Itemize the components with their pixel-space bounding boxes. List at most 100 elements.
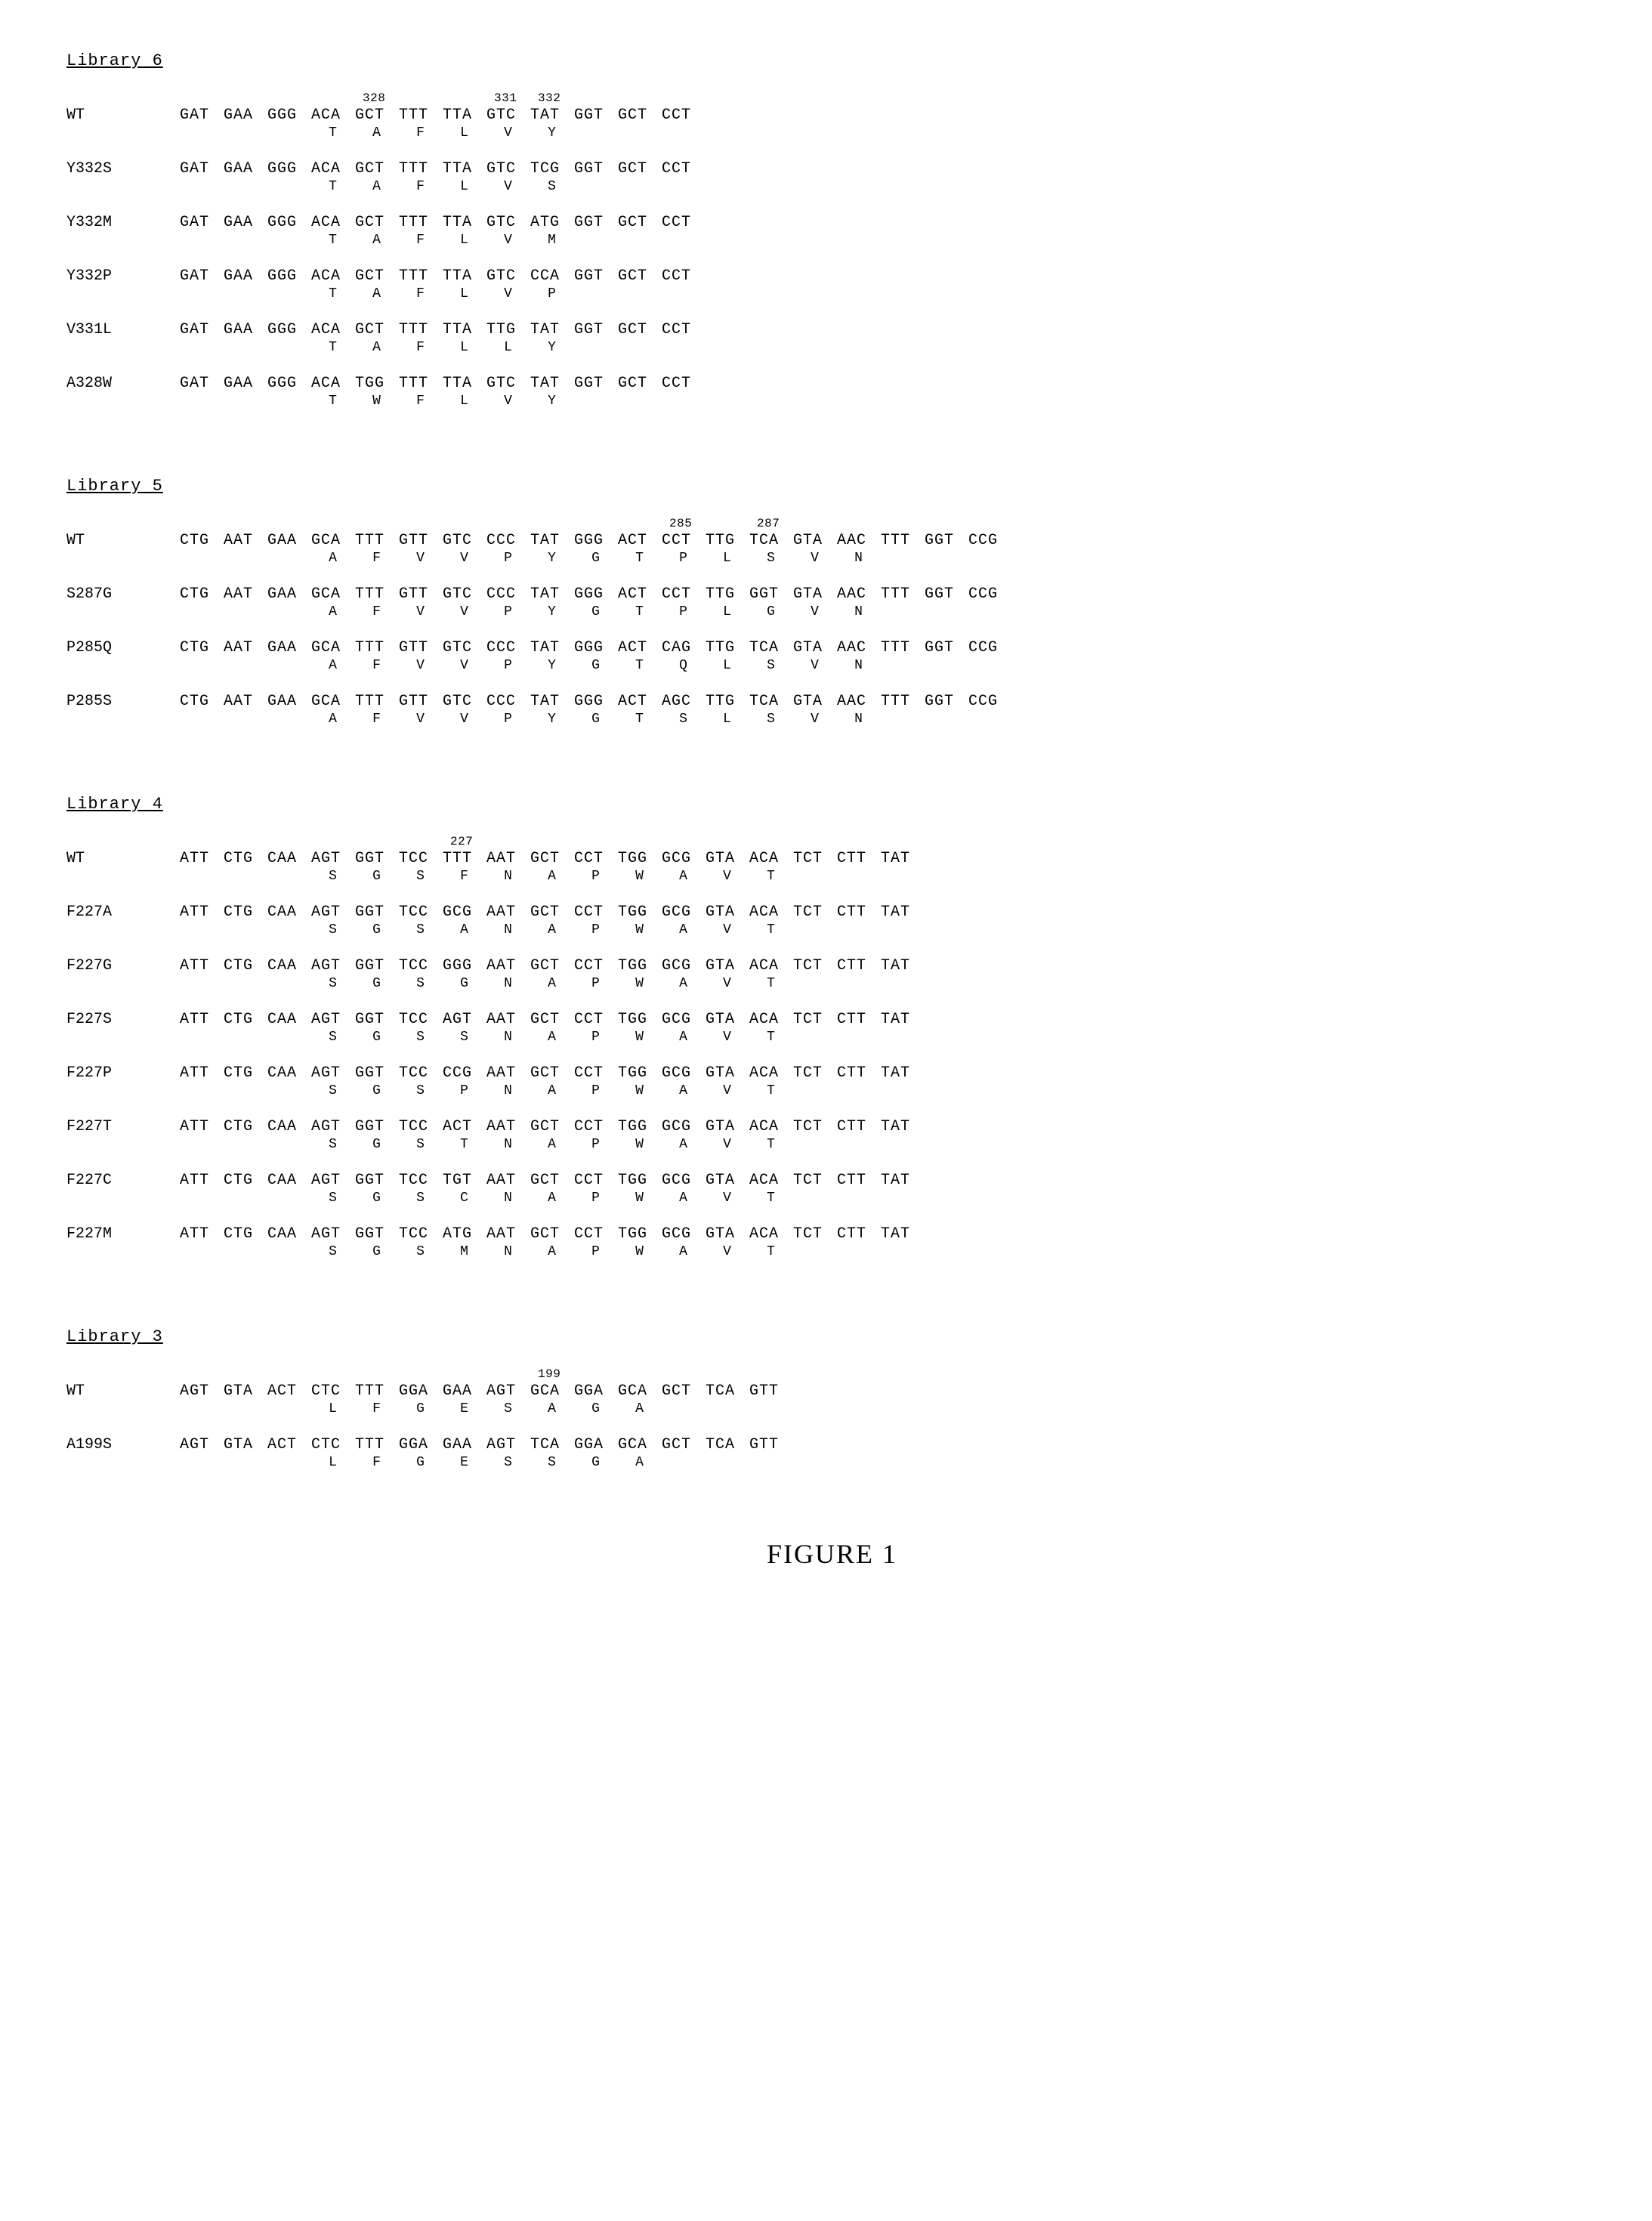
codon: GTT xyxy=(749,1436,793,1453)
codon: CAA xyxy=(267,1172,311,1189)
aminoacid: Q xyxy=(662,658,706,673)
mutation-label: P285Q xyxy=(66,624,180,656)
codon: GCA xyxy=(311,585,355,603)
codon: TCC xyxy=(399,1118,443,1135)
aminoacid-row: AFVVPYGTPLGVN xyxy=(180,604,1012,619)
codon: ATT xyxy=(180,957,224,975)
codon: TCA xyxy=(706,1436,749,1453)
aminoacid: W xyxy=(618,1137,662,1152)
sequence-entry: Y332SGATGAAGGGACAGCTTTTTTAGTCTCGGGTGCTCC… xyxy=(66,145,1598,194)
aminoacid: T xyxy=(311,233,355,248)
codon: GTC xyxy=(486,160,530,178)
codon: TTT xyxy=(881,532,925,549)
codon: GCT xyxy=(530,1064,574,1082)
codon-row: AGTGTAACTCTCTTTGGAGAAAGTGCAGGAGCAGCTTCAG… xyxy=(180,1382,793,1400)
aminoacid: L xyxy=(443,233,486,248)
codon: GTC xyxy=(443,532,486,549)
codon: GCT xyxy=(355,321,399,338)
aminoacid: W xyxy=(618,1083,662,1098)
codon: TTA xyxy=(443,214,486,231)
codon: TAT xyxy=(881,1225,925,1243)
mutation-label: V331L xyxy=(66,306,180,338)
codon-row: AGTGTAACTCTCTTTGGAGAAAGTTCAGGAGCAGCTTCAG… xyxy=(180,1436,793,1453)
sequence-entry: WT227ATTCTGCAAAGTGGTTCCTTTAATGCTCCTTGGGC… xyxy=(66,835,1598,884)
codon: GTC xyxy=(486,107,530,124)
codon-row: CTGAATGAAGCATTTGTTGTCCCCTATGGGACTAGCTTGT… xyxy=(180,693,1012,710)
codon: TCT xyxy=(793,1064,837,1082)
mutation-label: F227G xyxy=(66,942,180,975)
codon: ACA xyxy=(311,375,355,392)
codon: CCA xyxy=(530,267,574,285)
codon: CAA xyxy=(267,1064,311,1082)
codon: GAA xyxy=(224,214,267,231)
position-row: 328331332 xyxy=(180,91,706,107)
codon: TCA xyxy=(749,693,793,710)
codon: GGT xyxy=(355,1118,399,1135)
codon: CCG xyxy=(968,585,1012,603)
codon-row: ATTCTGCAAAGTGGTTCCGGGAATGCTCCTTGGGCGGTAA… xyxy=(180,957,925,975)
position-row xyxy=(180,996,925,1011)
aminoacid: E xyxy=(443,1401,486,1416)
sequence-entry: WT285287CTGAATGAAGCATTTGTTGTCCCCTATGGGAC… xyxy=(66,517,1598,566)
aminoacid: S xyxy=(443,1030,486,1045)
codon-row: ATTCTGCAAAGTGGTTCCACTAATGCTCCTTGGGCGGTAA… xyxy=(180,1118,925,1135)
library-block: Library 6WT328331332GATGAAGGGACAGCTTTTTT… xyxy=(66,51,1598,409)
aminoacid: N xyxy=(486,1191,530,1206)
codon: AAT xyxy=(224,532,267,549)
codon: GTA xyxy=(706,850,749,867)
codon: GCG xyxy=(662,904,706,921)
position-number: 199 xyxy=(538,1367,560,1381)
codon: ACA xyxy=(749,1011,793,1028)
aminoacid: G xyxy=(574,604,618,619)
codon: TTT xyxy=(355,1436,399,1453)
codon: GAT xyxy=(180,321,224,338)
aminoacid: S xyxy=(749,658,793,673)
aminoacid-row: TAFLVM xyxy=(180,233,706,248)
aminoacid: V xyxy=(793,712,837,727)
codon: GGG xyxy=(267,267,311,285)
aminoacid: L xyxy=(311,1455,355,1470)
codon: GTC xyxy=(486,214,530,231)
codon: GTA xyxy=(706,957,749,975)
aminoacid: S xyxy=(399,1030,443,1045)
codon: CCT xyxy=(662,107,706,124)
codon: ACT xyxy=(618,693,662,710)
codon: GGT xyxy=(355,1172,399,1189)
codon: AAT xyxy=(486,1118,530,1135)
sequence-wrap: ATTCTGCAAAGTGGTTCCAGTAATGCTCCTTGGGCGGTAA… xyxy=(180,996,925,1045)
aminoacid: S xyxy=(486,1455,530,1470)
aminoacid: S xyxy=(749,551,793,566)
codon: CCT xyxy=(574,1118,618,1135)
codon: ACT xyxy=(618,585,662,603)
aminoacid: V xyxy=(399,551,443,566)
aminoacid: A xyxy=(662,922,706,938)
aminoacid: G xyxy=(574,1401,618,1416)
codon: GCT xyxy=(530,1172,574,1189)
aminoacid: P xyxy=(662,551,706,566)
codon: CTG xyxy=(180,532,224,549)
position-row: 227 xyxy=(180,835,925,850)
codon-row: GATGAAGGGACAGCTTTTTTAGTCTCGGGTGCTCCT xyxy=(180,160,706,178)
codon: TCT xyxy=(793,1225,837,1243)
sequence-entry: F227GATTCTGCAAAGTGGTTCCGGGAATGCTCCTTGGGC… xyxy=(66,942,1598,991)
sequence-entry: WT328331332GATGAAGGGACAGCTTTTTTAGTCTATGG… xyxy=(66,91,1598,141)
codon: CTT xyxy=(837,1011,881,1028)
codon: AGT xyxy=(311,1118,355,1135)
codon: AAT xyxy=(224,585,267,603)
codon: ACA xyxy=(311,107,355,124)
position-row xyxy=(180,1421,793,1436)
codon: GGG xyxy=(574,585,618,603)
codon: GAA xyxy=(267,639,311,656)
aminoacid: F xyxy=(399,394,443,409)
codon: ATT xyxy=(180,1172,224,1189)
codon: GCT xyxy=(355,107,399,124)
codon: GCT xyxy=(618,107,662,124)
codon: TTG xyxy=(706,532,749,549)
aminoacid: P xyxy=(486,551,530,566)
position-row xyxy=(180,1103,925,1118)
aminoacid: P xyxy=(574,1083,618,1098)
aminoacid-row: SGSCNAPWAVT xyxy=(180,1191,925,1206)
codon: ACA xyxy=(311,214,355,231)
aminoacid: A xyxy=(355,125,399,141)
codon: TGG xyxy=(618,1064,662,1082)
